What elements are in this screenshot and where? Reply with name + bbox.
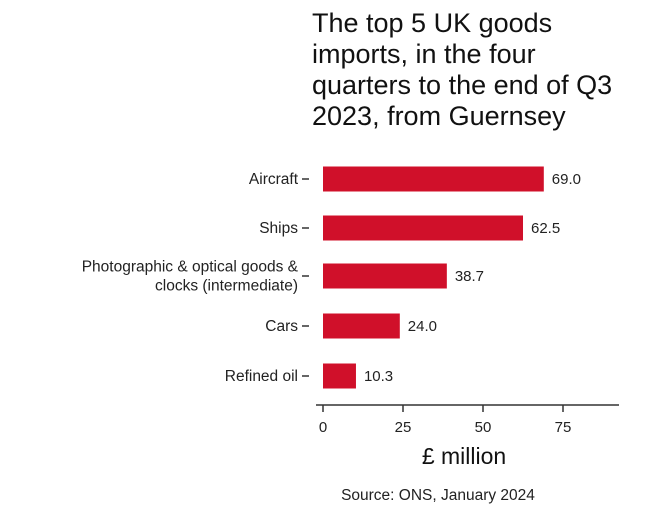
source-note: Source: ONS, January 2024 bbox=[341, 487, 535, 504]
bar bbox=[323, 313, 400, 339]
category-label: Photographic & optical goods & clocks (in… bbox=[82, 259, 299, 295]
value-labels: 69.0 62.5 38.7 24.0 10.3 bbox=[364, 171, 581, 385]
category-label: Cars bbox=[265, 318, 298, 335]
x-tick-label: 0 bbox=[319, 419, 327, 436]
x-axis-title: £ million bbox=[422, 443, 506, 469]
x-axis: 0 25 50 75 bbox=[302, 178, 619, 436]
x-tick-label: 75 bbox=[555, 419, 572, 436]
bar bbox=[323, 215, 523, 241]
category-label: Ships bbox=[259, 220, 298, 237]
x-tick-label: 50 bbox=[475, 419, 492, 436]
chart-title: The top 5 UK goods imports, in the four … bbox=[312, 8, 613, 131]
category-labels: Aircraft Ships Photographic & optical good… bbox=[82, 171, 299, 385]
data-label: 38.7 bbox=[455, 268, 484, 285]
data-label: 10.3 bbox=[364, 368, 393, 385]
data-label: 24.0 bbox=[408, 318, 437, 335]
category-label: Refined oil bbox=[225, 368, 298, 385]
category-label: Aircraft bbox=[249, 171, 299, 188]
bars-layer bbox=[323, 166, 544, 389]
data-label: 69.0 bbox=[552, 171, 581, 188]
x-tick-label: 25 bbox=[395, 419, 412, 436]
bar bbox=[323, 166, 544, 192]
bar bbox=[323, 363, 356, 389]
bar bbox=[323, 263, 447, 289]
data-label: 62.5 bbox=[531, 220, 560, 237]
